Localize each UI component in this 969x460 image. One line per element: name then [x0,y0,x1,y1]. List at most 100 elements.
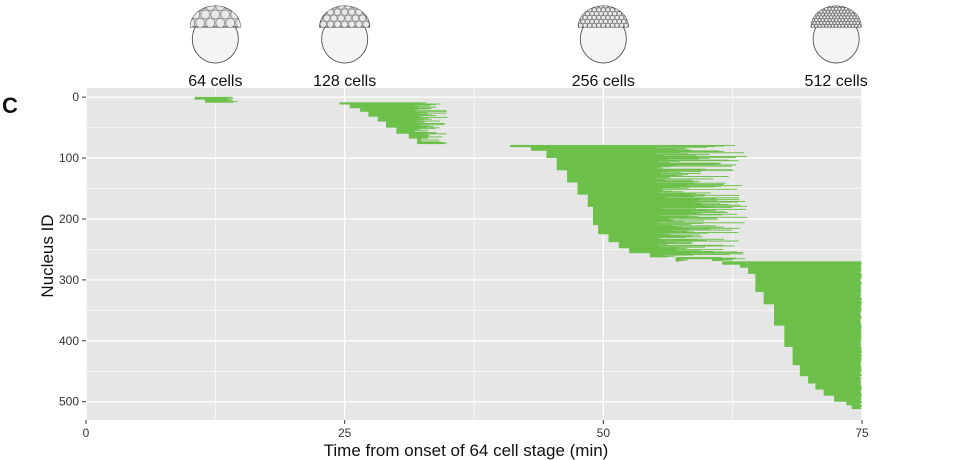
nucleus-segment [592,213,738,215]
nucleus-group [339,102,448,145]
nucleus-segment [784,345,861,347]
y-tick-label: 300 [59,273,79,287]
nucleus-segment [799,371,862,373]
nucleus-segment [784,333,862,335]
nucleus-segment [396,132,437,134]
nucleus-segment [510,146,715,148]
nucleus-group [722,261,862,410]
nucleus-segment [556,168,658,170]
nucleus-segment [567,177,656,179]
nucleus-segment [784,325,861,327]
y-tick-label: 200 [59,212,79,226]
nucleus-segment [823,392,862,394]
nucleus-segment [598,232,708,234]
nucleus-segment [546,155,664,157]
nucleus-segment [722,261,861,263]
nucleus-segment [386,121,425,123]
nucleus-segment [748,272,861,274]
nucleus-segment [763,302,862,304]
nucleus-segment [739,266,862,268]
nucleus-segment [556,160,680,162]
nucleus-segment [618,244,667,246]
nucleus-segment [784,327,861,329]
nucleus-segment [386,122,415,124]
nucleus-segment [629,251,738,253]
nucleus-segment [592,222,745,224]
nucleus-segment [846,404,862,406]
nucleus-segment [567,175,683,177]
nucleus-segment [808,376,860,378]
nucleus-segment [755,275,861,277]
nucleus-segment [649,255,675,257]
nucleus-segment [792,352,861,354]
nucleus-segment [792,348,861,350]
nucleus-segment [774,316,862,318]
nucleus-segment [649,255,664,257]
nucleus-segment [846,401,862,403]
nucleus-segment [587,197,717,199]
nucleus-segment [711,258,734,260]
nucleus-segment [577,191,684,193]
nucleus-segment [360,108,430,110]
nucleus-segment [784,327,862,329]
nucleus-segment [587,201,746,202]
nucleus-segment [592,212,702,214]
nucleus-segment [774,308,861,310]
nucleus-segment [774,308,862,310]
nucleus-segment [608,233,671,235]
nucleus-segment [799,369,861,371]
grid [85,88,863,420]
nucleus-segment [360,110,446,112]
x-tick-label: 25 [338,426,352,440]
nucleus-segment [546,154,710,156]
nucleus-segment [546,155,748,157]
nucleus-segment [834,398,861,400]
nucleus-segment [349,104,415,106]
nucleus-segment [408,135,428,137]
nucleus-segment [792,357,862,359]
nucleus-segment [417,142,447,144]
nucleus-segment [739,266,861,268]
nucleus-segment [774,321,861,322]
nucleus-segment [396,130,414,132]
nucleus-group [711,257,737,262]
nucleus-segment [711,259,732,261]
nucleus-segment [556,167,663,169]
nucleus-segment [711,260,723,262]
nucleus-segment [763,297,861,299]
nucleus-segment [792,363,861,365]
nucleus-segment [360,109,419,110]
nucleus-segment [598,227,740,229]
nucleus-segment [546,150,719,152]
nucleus-segment [567,177,671,179]
nucleus-segment [755,276,861,278]
nucleus-segment [774,303,862,305]
nucleus-segment [784,334,861,336]
nucleus-segment [792,353,861,355]
nucleus-segment [396,127,440,129]
nucleus-segment [587,194,706,196]
nucleus-segment [592,220,705,222]
nucleus-segment [386,124,429,126]
nucleus-segment [799,373,860,375]
nucleus-segment [396,129,429,131]
nucleus-segment [368,115,437,117]
nucleus-segment [510,144,736,146]
nucleus-segment [799,374,862,375]
nucleus-segment [530,146,707,148]
nucleus-segment [792,351,862,353]
nucleus-segment [386,121,425,123]
nucleus-segment [396,127,436,129]
nucleus-segment [546,151,680,153]
nucleus-segment [763,293,861,295]
nucleus-segment [774,318,861,320]
nucleus-segment [360,110,448,112]
nucleus-segment [851,406,861,408]
nucleus-segment [377,116,448,118]
nucleus-segment [755,275,862,277]
nucleus-segment [774,311,860,313]
y-axis: 0 100 200 300 400 500 [59,90,86,409]
nucleus-segment [763,303,862,305]
nucleus-segment [608,238,725,240]
nucleus-segment [792,359,862,361]
